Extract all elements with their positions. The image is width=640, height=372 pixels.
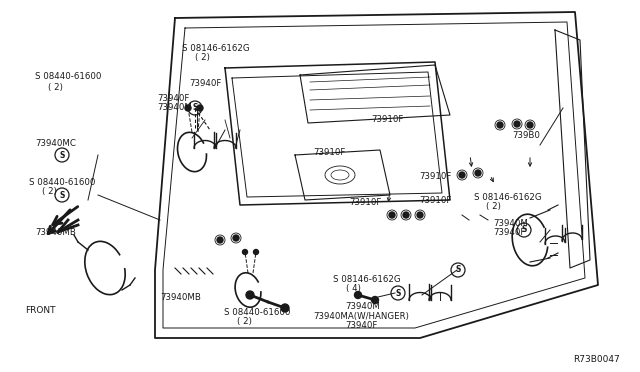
Text: ( 2): ( 2) (237, 317, 252, 326)
Text: 73940MC: 73940MC (35, 139, 76, 148)
Text: 73940M: 73940M (346, 302, 380, 311)
Text: 73940F: 73940F (493, 228, 525, 237)
Text: 73940M: 73940M (493, 219, 527, 228)
Text: 73910F: 73910F (349, 198, 381, 207)
Circle shape (459, 172, 465, 178)
Circle shape (185, 105, 191, 111)
Text: S: S (455, 266, 461, 275)
Text: ( 2): ( 2) (48, 83, 63, 92)
Text: 73940F: 73940F (157, 94, 189, 103)
Circle shape (371, 296, 378, 304)
Text: ( 2): ( 2) (195, 53, 210, 62)
Circle shape (527, 122, 533, 128)
Circle shape (417, 212, 423, 218)
Circle shape (389, 212, 395, 218)
Text: S 08440-61600: S 08440-61600 (29, 178, 95, 187)
Text: S: S (522, 225, 527, 234)
Text: S 08440-61600: S 08440-61600 (224, 308, 291, 317)
Circle shape (497, 122, 503, 128)
Text: S: S (60, 190, 65, 199)
Text: 73910F: 73910F (314, 148, 346, 157)
Text: S 08146-6162G: S 08146-6162G (182, 44, 250, 53)
Circle shape (514, 121, 520, 127)
Text: 739B0: 739B0 (512, 131, 540, 140)
Text: 73940M: 73940M (157, 103, 191, 112)
Text: 73940F: 73940F (189, 79, 221, 88)
Circle shape (243, 250, 248, 254)
Text: 73940MA(W/HANGER): 73940MA(W/HANGER) (314, 312, 410, 321)
Text: S 08146-6162G: S 08146-6162G (474, 193, 541, 202)
Circle shape (475, 170, 481, 176)
Text: ( 2): ( 2) (486, 202, 501, 211)
Text: ( 2): ( 2) (42, 187, 56, 196)
Circle shape (403, 212, 409, 218)
Circle shape (197, 105, 203, 111)
Text: 73940MB: 73940MB (160, 293, 201, 302)
Text: FRONT: FRONT (26, 306, 56, 315)
Text: S: S (60, 151, 65, 160)
Circle shape (355, 292, 362, 298)
Text: 73910F: 73910F (419, 196, 452, 205)
Circle shape (233, 235, 239, 241)
Text: 73910F: 73910F (419, 172, 452, 181)
Text: S 08440-61600: S 08440-61600 (35, 72, 102, 81)
Text: R73B0047: R73B0047 (573, 355, 620, 364)
Circle shape (246, 291, 254, 299)
Text: 73940MB: 73940MB (35, 228, 76, 237)
Text: 73910F: 73910F (371, 115, 404, 124)
Text: ( 4): ( 4) (346, 284, 360, 293)
Text: S: S (396, 289, 401, 298)
Circle shape (217, 237, 223, 243)
Circle shape (281, 304, 289, 312)
Text: S 08146-6162G: S 08146-6162G (333, 275, 401, 283)
Text: S: S (192, 103, 198, 112)
Text: 73940F: 73940F (346, 321, 378, 330)
Circle shape (253, 250, 259, 254)
